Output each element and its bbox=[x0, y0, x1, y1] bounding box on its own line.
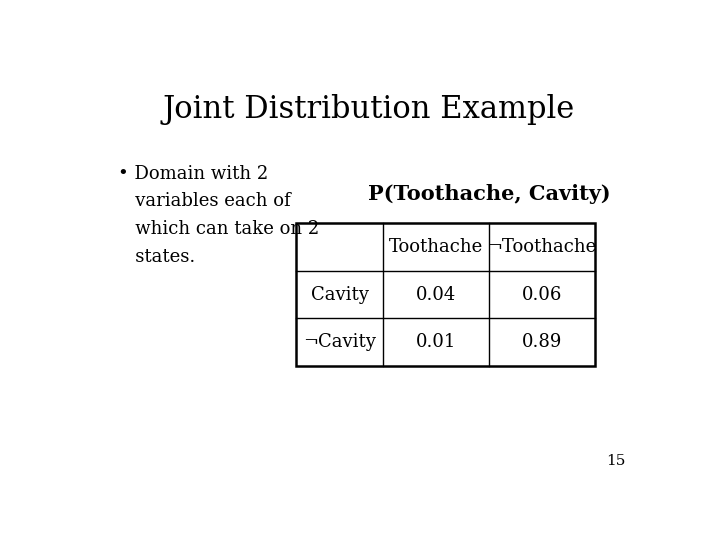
Bar bbox=[297, 223, 595, 366]
Text: 0.01: 0.01 bbox=[415, 333, 456, 352]
Text: P(Toothache, Cavity): P(Toothache, Cavity) bbox=[368, 184, 611, 204]
Text: 0.06: 0.06 bbox=[522, 286, 562, 303]
Text: 0.04: 0.04 bbox=[416, 286, 456, 303]
Text: ¬Toothache: ¬Toothache bbox=[487, 238, 597, 256]
Text: Toothache: Toothache bbox=[389, 238, 483, 256]
Text: ¬Cavity: ¬Cavity bbox=[303, 333, 376, 352]
Text: 15: 15 bbox=[606, 454, 626, 468]
Text: Joint Distribution Example: Joint Distribution Example bbox=[163, 94, 575, 125]
Text: Cavity: Cavity bbox=[311, 286, 369, 303]
Text: • Domain with 2
   variables each of
   which can take on 2
   states.: • Domain with 2 variables each of which … bbox=[118, 165, 319, 266]
Text: 0.89: 0.89 bbox=[522, 333, 562, 352]
